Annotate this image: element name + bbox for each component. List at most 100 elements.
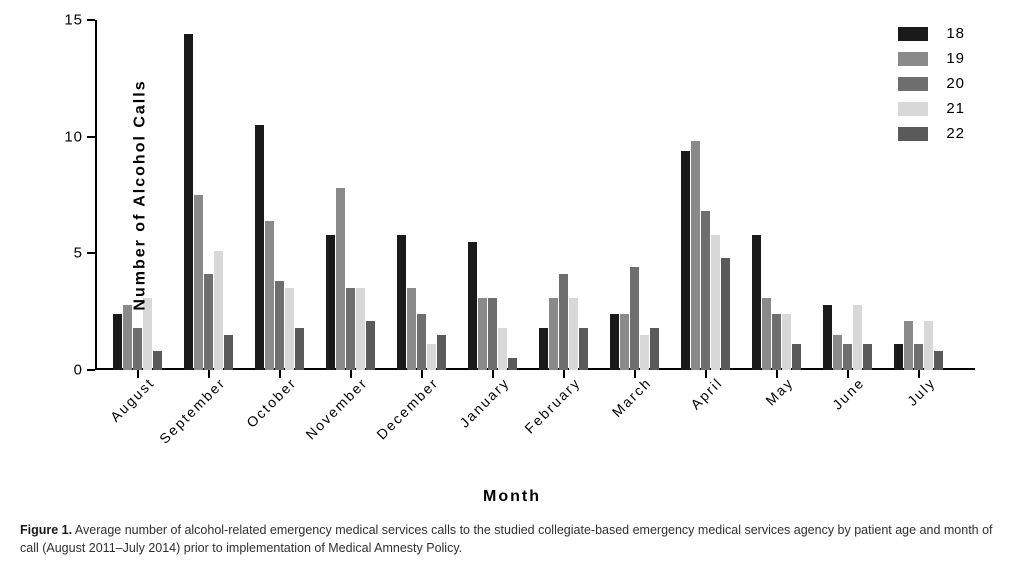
x-tick [847,370,849,378]
bar [833,335,842,370]
bar [275,281,284,370]
bar [295,328,304,370]
bar [326,235,335,370]
legend-row: 18 [898,25,965,42]
y-tick-label: 15 [64,12,83,29]
figure-caption: Figure 1. Average number of alcohol-rela… [20,521,1004,557]
x-tick-label: December [373,374,441,442]
bar [336,188,345,370]
bar-group [184,20,233,370]
bar [184,34,193,370]
bar [610,314,619,370]
bar [549,298,558,370]
bar-group [681,20,730,370]
legend-label: 21 [946,100,965,117]
bar [853,305,862,370]
bar [640,335,649,370]
bar [123,305,132,370]
bar [488,298,497,370]
bar [255,125,264,370]
bar [265,221,274,370]
y-tick-label: 5 [74,245,83,262]
bar [133,328,142,370]
bar [701,211,710,370]
x-tick-label: August [106,374,157,425]
x-tick [279,370,281,378]
bar-group [752,20,801,370]
x-tick [563,370,565,378]
bar [934,351,943,370]
bar [681,151,690,370]
bar [559,274,568,370]
bar [427,344,436,370]
bar [782,314,791,370]
bar [113,314,122,370]
y-tick [87,369,95,371]
bar [630,267,639,370]
x-tick [137,370,139,378]
x-tick-label: July [903,374,938,409]
plot-region: 051015AugustSeptemberOctoberNovemberDece… [95,20,975,370]
x-tick-label: April [687,374,725,412]
bar [508,358,517,370]
bar-group [326,20,375,370]
bar [792,344,801,370]
bar [772,314,781,370]
bar [153,351,162,370]
bar [214,251,223,370]
bar [539,328,548,370]
legend-label: 22 [946,125,965,142]
bar [478,298,487,370]
bar [356,288,365,370]
bar [569,298,578,370]
bar [417,314,426,370]
bar [407,288,416,370]
bar [721,258,730,370]
x-tick [705,370,707,378]
x-tick-label: June [829,374,867,412]
x-tick-label: May [762,374,796,408]
bar [366,321,375,370]
chart-area: 051015AugustSeptemberOctoberNovemberDece… [95,20,975,370]
y-axis-title: Number of Alcohol Calls [132,79,150,310]
bar-group [823,20,872,370]
bar [863,344,872,370]
x-tick [776,370,778,378]
x-tick-label: September [156,374,228,446]
bar [285,288,294,370]
bar [579,328,588,370]
x-tick-label: January [456,374,512,430]
y-tick-label: 0 [74,362,83,379]
legend-swatch [898,102,928,116]
legend-swatch [898,77,928,91]
legend: 18 19 20 21 22 [898,25,965,150]
y-tick [87,252,95,254]
bar [437,335,446,370]
bar [224,335,233,370]
x-tick [918,370,920,378]
bar [752,235,761,370]
x-tick [634,370,636,378]
bar [843,344,852,370]
bar [762,298,771,370]
legend-label: 19 [946,50,965,67]
x-tick [350,370,352,378]
x-tick [421,370,423,378]
legend-row: 19 [898,50,965,67]
bar-group [468,20,517,370]
bar [711,235,720,370]
bar [204,274,213,370]
bar-group [397,20,446,370]
bar [914,344,923,370]
y-tick-label: 10 [64,128,83,145]
bar [194,195,203,370]
x-tick-label: March [608,374,654,420]
bar [397,235,406,370]
legend-swatch [898,127,928,141]
caption-label: Figure 1. [20,523,72,537]
bar [346,288,355,370]
x-tick-label: February [521,374,583,436]
legend-swatch [898,27,928,41]
legend-label: 20 [946,75,965,92]
y-tick [87,19,95,21]
